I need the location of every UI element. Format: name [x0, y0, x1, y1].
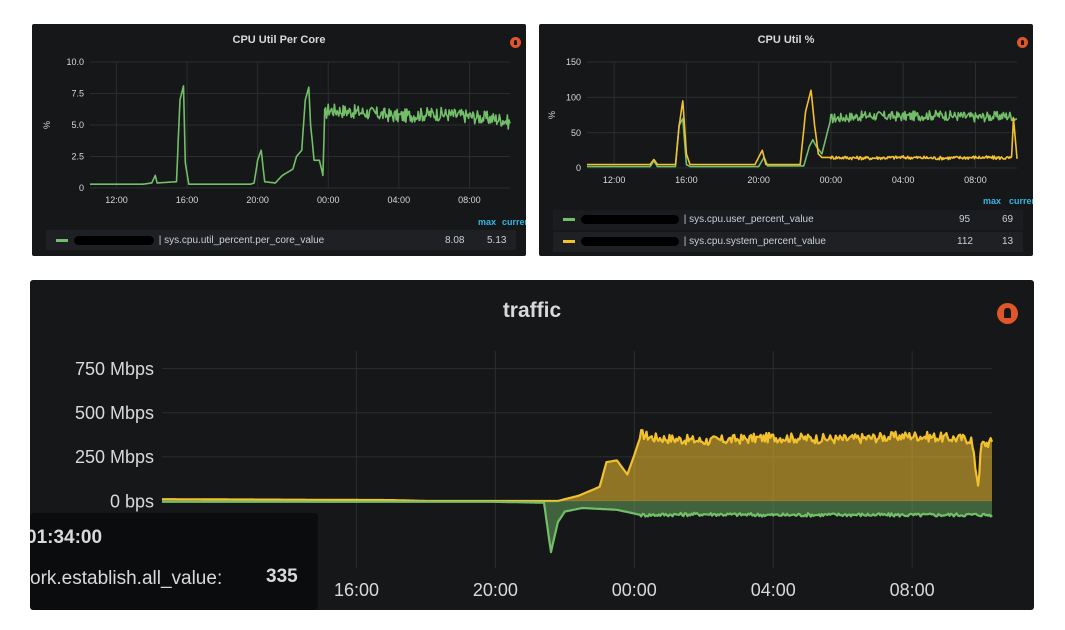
panel-title: traffic [502, 299, 562, 322]
x-tick-label: 16:00 [675, 175, 698, 185]
series-line-sys.cpu.user_percent_value [587, 109, 1018, 168]
x-tick-label: 20:00 [246, 195, 269, 205]
y-tick-label: 500 Mbps [75, 403, 154, 423]
y-tick-label: 50 [571, 128, 581, 138]
legend-swatch [563, 239, 575, 243]
legend-swatch [56, 238, 68, 242]
series-line-in [162, 429, 994, 503]
series-line-sys.cpu.util_percent.per_core_value [90, 85, 511, 185]
legend-current: 5.13 [487, 235, 507, 246]
series-line-out [162, 500, 993, 554]
x-tick-label: 04:00 [388, 195, 411, 205]
cpu-util-per-core-panel: CPU Util Per ⁠Core 0 2.5 5.0 7.5 10.0 12:00 16… [32, 24, 526, 256]
y-tick-label: 0 [576, 163, 581, 173]
y-tick-label: 150 [566, 57, 581, 67]
tooltip-time: 01:34:00 [30, 527, 103, 548]
legend-current: 69 [1002, 214, 1014, 225]
legend-label: | sys.cpu.system_percent_value [681, 236, 826, 247]
x-tick-label: 04:00 [751, 580, 796, 600]
y-axis-label: % [547, 111, 557, 119]
y-tick-label: 100 [566, 92, 581, 102]
legend-max: 8.08 [445, 235, 465, 246]
x-tick-label: 20:00 [747, 175, 770, 185]
x-tick-label: 12:00 [603, 175, 626, 185]
x-tick-label: 08:00 [890, 580, 935, 600]
alert-icon[interactable] [997, 303, 1018, 324]
x-tick-label: 00:00 [612, 580, 657, 600]
x-tick-label: 16:00 [176, 195, 199, 205]
cpu-util-chart: 0 50 100 150 12:00 16:00 20:00 00:00 04:00 08:00% [547, 57, 1018, 185]
legend-header-current: current [1009, 196, 1033, 206]
alert-icon[interactable] [1017, 37, 1028, 48]
redacted-host [581, 214, 679, 224]
tooltip-value: 335 [266, 566, 298, 587]
x-tick-label: 20:00 [473, 580, 518, 600]
alert-icon[interactable] [510, 37, 521, 48]
legend-item[interactable]: | sys.cpu.util_percent.per_core_value [56, 235, 324, 246]
cpu-util-panel: CPU Util % 0 50 100 150 12:00 16:00 20:00 00:00… [539, 24, 1033, 256]
hover-tooltip: 01:34:00 ork.establish.all_value: 335 [30, 513, 318, 610]
cpu-per-core-chart: 0 2.5 5.0 7.5 10.0 12:00 16:00 20:00 00:00 04:00 0… [42, 57, 511, 205]
legend-label: | sys.cpu.user_percent_value [681, 214, 814, 225]
legend-max: 112 [957, 236, 973, 247]
traffic-panel: traffic 0 bps 250 Mbps 500 Mbps 750 Mbps 16:… [30, 280, 1034, 610]
x-tick-label: 00:00 [820, 175, 843, 185]
y-tick-label: 750 Mbps [75, 359, 154, 379]
legend-row-bg [46, 230, 516, 250]
x-tick-label: 08:00 [964, 175, 987, 185]
legend-current: 13 [1002, 236, 1014, 247]
tooltip-label: ork.establish.all_value: [30, 568, 223, 589]
legend-header-max: max [983, 196, 1002, 206]
redacted-host [74, 235, 154, 245]
traffic-chart: 0 bps 250 Mbps 500 Mbps 750 Mbps 16:00 20:00 0… [75, 351, 994, 600]
x-tick-label: 08:00 [458, 195, 481, 205]
legend-header-current: current [502, 217, 526, 227]
legend-swatch [563, 217, 575, 221]
x-tick-label: 04:00 [892, 175, 915, 185]
redacted-host [581, 236, 679, 246]
y-tick-label: 0 [79, 183, 84, 193]
y-tick-label: 250 Mbps [75, 447, 154, 467]
legend-item[interactable]: | sys.cpu.user_percent_value [563, 214, 814, 225]
series-line-sys.cpu.system_percent_value [587, 89, 1018, 166]
x-tick-label: 16:00 [334, 580, 379, 600]
y-tick-label: 10.0 [66, 57, 84, 67]
legend-item[interactable]: | sys.cpu.system_percent_value [563, 236, 826, 247]
series-area-in [162, 430, 992, 501]
x-tick-label: 00:00 [317, 195, 340, 205]
y-tick-label: 7.5 [71, 89, 84, 99]
legend-label: | sys.cpu.util_percent.per_core_value [156, 235, 325, 246]
x-tick-label: 12:00 [105, 195, 128, 205]
legend-header-max: max [478, 217, 497, 227]
panel-title: CPU Util % [757, 34, 815, 46]
legend-max: 95 [959, 214, 971, 225]
y-tick-label: 2.5 [71, 152, 84, 162]
y-axis-label: % [42, 121, 52, 129]
panel-title: CPU Util Per ⁠Core [232, 34, 326, 46]
y-tick-label: 0 bps [110, 491, 154, 511]
y-tick-label: 5.0 [71, 120, 84, 130]
